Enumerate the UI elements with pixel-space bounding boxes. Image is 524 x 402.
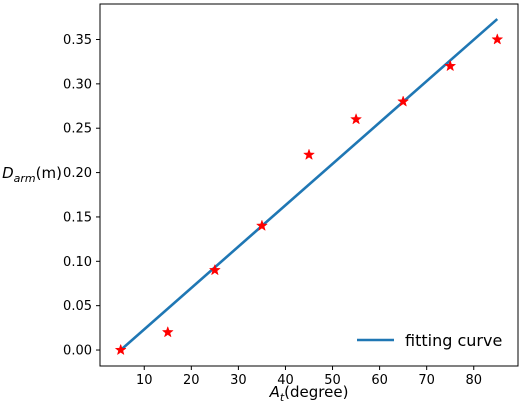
x-tick-label: 30 bbox=[230, 373, 247, 388]
legend: fitting curve bbox=[357, 331, 502, 350]
y-tick-label: 0.10 bbox=[63, 255, 92, 270]
y-axis-title-unit: (m) bbox=[36, 164, 62, 182]
x-axis-title: At(degree) bbox=[269, 383, 349, 402]
y-axis-title-subscript: arm bbox=[14, 172, 36, 185]
data-point-star bbox=[161, 325, 174, 338]
x-axis-title-subscript: t bbox=[280, 391, 285, 402]
data-point-star bbox=[491, 33, 504, 45]
y-tick-label: 0.00 bbox=[63, 344, 92, 359]
series-line-fitting-curve bbox=[119, 18, 499, 352]
y-tick-label: 0.05 bbox=[63, 299, 92, 314]
y-axis-title-main: D bbox=[2, 164, 14, 182]
x-tick-label: 20 bbox=[183, 373, 200, 388]
y-tick-label: 0.25 bbox=[63, 122, 92, 137]
x-axis-title-unit: (degree) bbox=[284, 383, 348, 401]
y-tick-label: 0.15 bbox=[63, 210, 92, 225]
data-point-star bbox=[302, 148, 316, 160]
data-point-star bbox=[350, 113, 363, 125]
x-tick-label: 60 bbox=[371, 373, 388, 388]
x-tick-label: 70 bbox=[418, 373, 435, 388]
x-tick-label: 40 bbox=[277, 373, 294, 388]
y-tick-label: 0.35 bbox=[63, 33, 92, 48]
x-tick-label: 80 bbox=[465, 373, 482, 388]
data-point-star bbox=[255, 219, 268, 231]
legend-label-fitting-curve: fitting curve bbox=[405, 331, 502, 350]
series-layer bbox=[114, 18, 504, 356]
x-tick-label: 10 bbox=[136, 373, 153, 388]
x-tick-label: 50 bbox=[324, 373, 341, 388]
y-axis-ticks: 0.00 0.05 0.10 0.15 0.20 0.25 0.30 0.35 bbox=[63, 33, 100, 359]
plot-area bbox=[99, 3, 519, 367]
data-point-star bbox=[114, 343, 127, 356]
y-tick-label: 0.20 bbox=[63, 166, 92, 181]
plot-frame bbox=[99, 3, 519, 367]
data-point-star bbox=[208, 263, 221, 276]
y-axis-title: Darm(m) bbox=[2, 164, 62, 185]
x-axis-ticks: 10 20 30 40 50 60 70 80 bbox=[136, 366, 482, 388]
data-point-star bbox=[444, 59, 457, 72]
y-tick-label: 0.30 bbox=[63, 77, 92, 92]
data-point-star bbox=[397, 95, 410, 107]
x-axis-title-main: A bbox=[269, 383, 280, 401]
